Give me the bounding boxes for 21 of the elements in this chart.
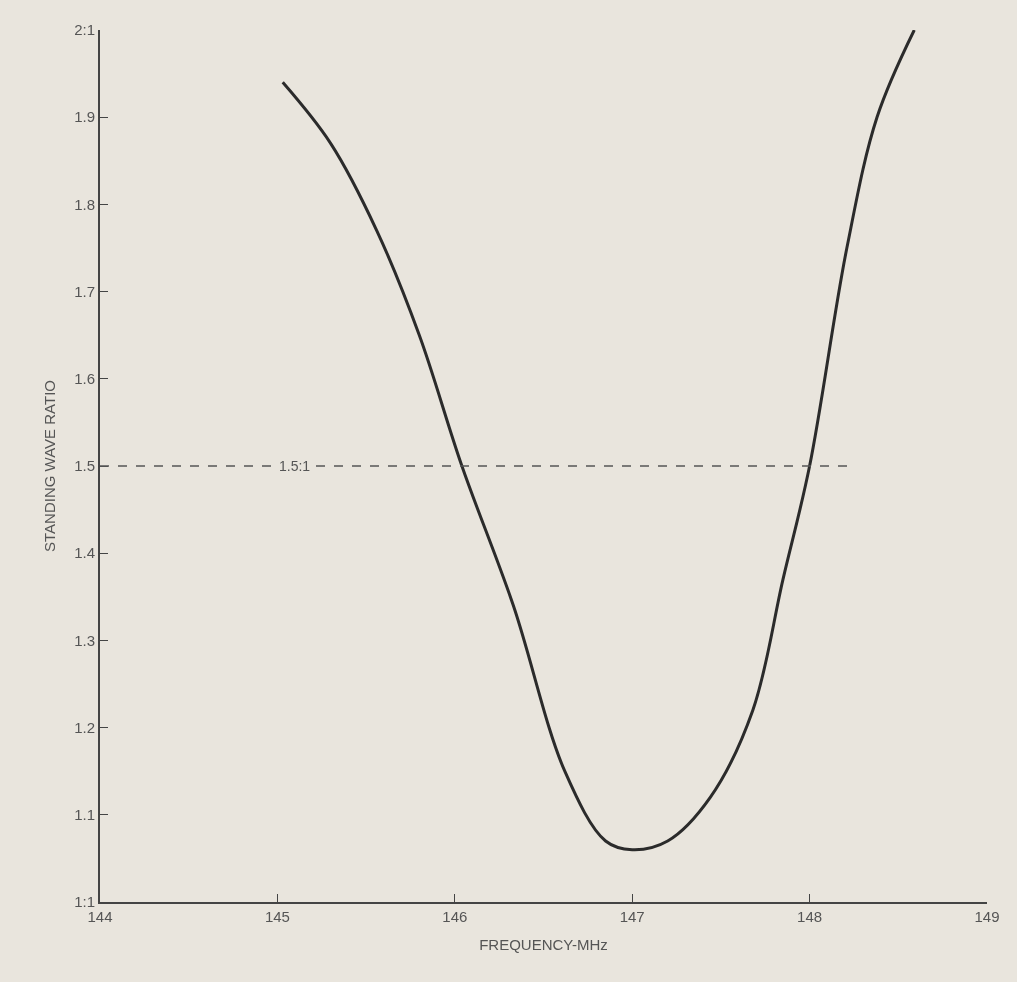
- x-tick-label: 149: [974, 908, 1000, 925]
- y-tick-label: 1.8: [74, 195, 95, 213]
- y-tick-label: 1.7: [74, 282, 95, 300]
- x-tick-label: 148: [797, 908, 823, 925]
- line-series: [281, 30, 916, 852]
- x-axis-title: FREQUENCY-MHz: [479, 935, 608, 953]
- x-tick-label: 147: [619, 908, 645, 925]
- y-tick-label: 1.3: [74, 631, 95, 649]
- y-tick-label: 1.6: [74, 370, 95, 388]
- x-tick-label: 146: [442, 908, 468, 925]
- ref-line-label: 1.5:1: [279, 458, 311, 474]
- y-tick-label: 1.5: [74, 457, 95, 475]
- y-axis-title: STANDING WAVE RATIO: [40, 380, 58, 552]
- x-tick-label: 145: [264, 908, 290, 925]
- y-tick-label: 2:1: [74, 21, 95, 39]
- y-tick-label: 1.2: [74, 718, 95, 736]
- x-tick-label: 144: [87, 908, 113, 925]
- y-tick-label: 1.4: [74, 544, 95, 562]
- y-tick-label: 1:1: [74, 893, 95, 911]
- y-tick-label: 1.9: [74, 108, 95, 126]
- y-tick-label: 1.1: [74, 806, 95, 824]
